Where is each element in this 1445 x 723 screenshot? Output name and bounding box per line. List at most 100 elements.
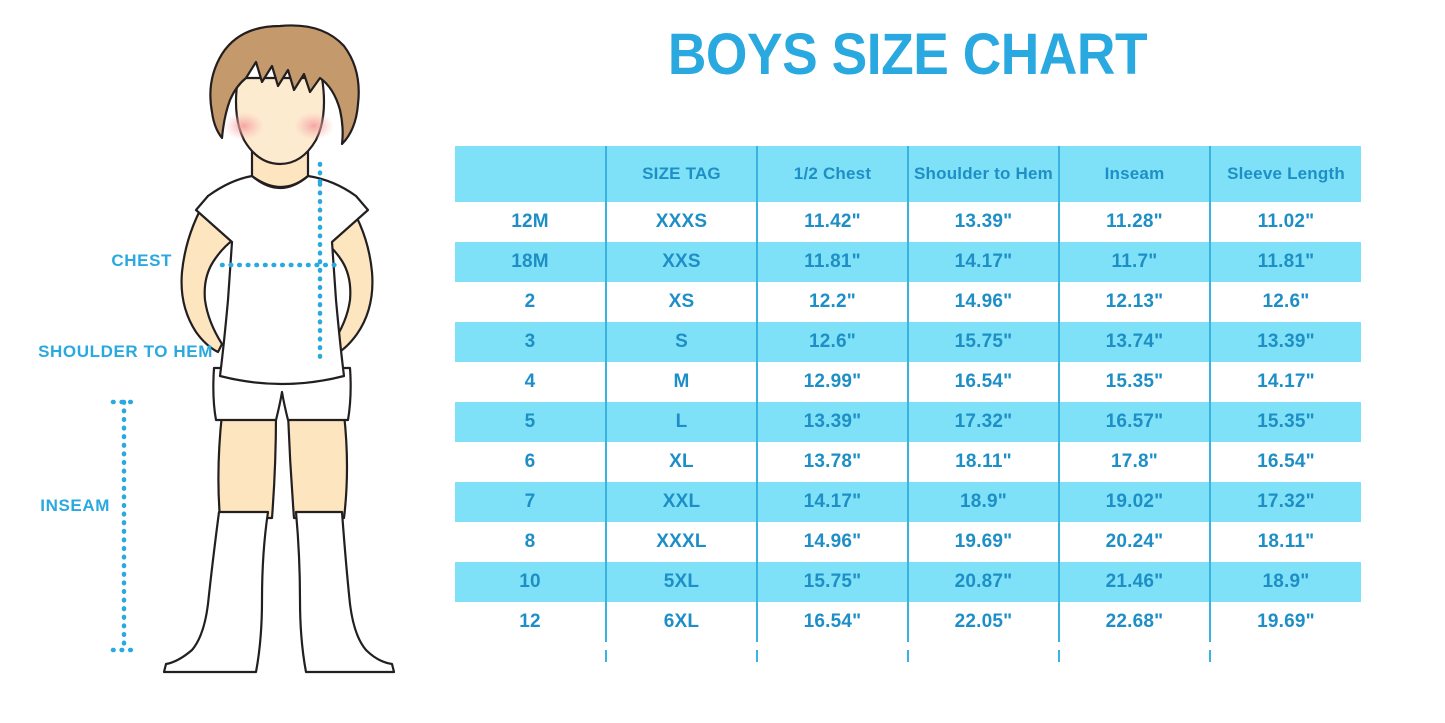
cell-value: XL — [605, 442, 757, 482]
size-chart-table-container: SIZE TAG 1/2 Chest Shoulder to Hem Inseam Sl… — [455, 146, 1361, 658]
cell-value: 11.42" — [756, 202, 908, 242]
cell-value: 18.9" — [1209, 562, 1361, 602]
cell-value: 14.17" — [1209, 362, 1361, 402]
cell-value: 17.32" — [907, 402, 1059, 442]
cell-size: 10 — [455, 562, 606, 602]
cell-value: XS — [605, 282, 757, 322]
table-column-header-5: Sleeve Length — [1209, 146, 1361, 202]
table-column-header-4: Inseam — [1058, 146, 1210, 202]
cell-value: 11.7" — [1058, 242, 1210, 282]
cell-value: XXXL — [605, 522, 757, 562]
cell-size: 12M — [455, 202, 606, 242]
divider-tail-3 — [907, 650, 909, 662]
cell-value: 16.57" — [1058, 402, 1210, 442]
cell-size: 12 — [455, 602, 606, 642]
table-row: 2 XS 12.2" 14.96" 12.13" 12.6" — [455, 282, 1361, 322]
divider-tail-1 — [605, 650, 607, 662]
cell-size: 5 — [455, 402, 606, 442]
size-chart-table: SIZE TAG 1/2 Chest Shoulder to Hem Inseam Sl… — [455, 146, 1361, 642]
table-row: 8 XXXL 14.96" 19.69" 20.24" 18.11" — [455, 522, 1361, 562]
tshirt-collar — [250, 174, 310, 189]
cell-value: XXL — [605, 482, 757, 522]
table-row: 5 L 13.39" 17.32" 16.57" 15.35" — [455, 402, 1361, 442]
cell-size: 8 — [455, 522, 606, 562]
cell-value: 12.2" — [756, 282, 908, 322]
cell-value: 12.99" — [756, 362, 908, 402]
cell-value: 13.74" — [1058, 322, 1210, 362]
cell-size: 6 — [455, 442, 606, 482]
table-row: 4 M 12.99" 16.54" 15.35" 14.17" — [455, 362, 1361, 402]
cell-size: 7 — [455, 482, 606, 522]
cell-value: 13.39" — [1209, 322, 1361, 362]
cell-size: 4 — [455, 362, 606, 402]
tshirt-shape — [194, 174, 370, 386]
cell-value: 12.6" — [756, 322, 908, 362]
cell-value: 12.6" — [1209, 282, 1361, 322]
table-row: 10 5XL 15.75" 20.87" 21.46" 18.9" — [455, 562, 1361, 602]
cell-size: 2 — [455, 282, 606, 322]
cell-value: 18.11" — [1209, 522, 1361, 562]
cell-value: 21.46" — [1058, 562, 1210, 602]
cell-value: M — [605, 362, 757, 402]
boy-figure-illustration: CHEST SHOULDER TO HEM INSEAM — [0, 0, 450, 723]
table-row: 7 XXL 14.17" 18.9" 19.02" 17.32" — [455, 482, 1361, 522]
cell-value: 18.9" — [907, 482, 1059, 522]
left-blush — [224, 112, 264, 140]
cell-value: 11.81" — [756, 242, 908, 282]
left-arm-shape — [180, 194, 235, 354]
right-sock-shape — [294, 510, 396, 674]
cell-value: XXS — [605, 242, 757, 282]
cell-value: 13.39" — [756, 402, 908, 442]
table-row: 6 XL 13.78" 18.11" 17.8" 16.54" — [455, 442, 1361, 482]
cell-value: 11.28" — [1058, 202, 1210, 242]
cell-value: 19.02" — [1058, 482, 1210, 522]
table-header: SIZE TAG 1/2 Chest Shoulder to Hem Inseam Sl… — [455, 146, 1361, 202]
cell-value: 15.75" — [907, 322, 1059, 362]
chest-label: CHEST — [111, 251, 172, 270]
table-divider-tails — [455, 650, 1361, 662]
cell-value: 12.13" — [1058, 282, 1210, 322]
inseam-label: INSEAM — [40, 496, 110, 515]
page-title: BOYS SIZE CHART — [667, 22, 1148, 87]
table-row: 12M XXXS 11.42" 13.39" 11.28" 11.02" — [455, 202, 1361, 242]
right-blush — [294, 112, 334, 140]
cell-value: 20.87" — [907, 562, 1059, 602]
cell-size: 3 — [455, 322, 606, 362]
cell-value: 15.75" — [756, 562, 908, 602]
table-column-header-2: 1/2 Chest — [756, 146, 908, 202]
cell-size: 18M — [455, 242, 606, 282]
cell-value: 22.05" — [907, 602, 1059, 642]
divider-tail-4 — [1058, 650, 1060, 662]
cell-value: 19.69" — [907, 522, 1059, 562]
table-row: 12 6XL 16.54" 22.05" 22.68" 19.69" — [455, 602, 1361, 642]
table-column-header-size — [455, 146, 606, 202]
cell-value: 14.96" — [756, 522, 908, 562]
cell-value: 14.17" — [756, 482, 908, 522]
cell-value: 22.68" — [1058, 602, 1210, 642]
cell-value: 16.54" — [1209, 442, 1361, 482]
cell-value: 19.69" — [1209, 602, 1361, 642]
cell-value: 13.78" — [756, 442, 908, 482]
cell-value: 20.24" — [1058, 522, 1210, 562]
right-thigh-shape — [286, 412, 349, 520]
divider-tail-5 — [1209, 650, 1211, 662]
table-body: 12M XXXS 11.42" 13.39" 11.28" 11.02" 18M XXS 11.… — [455, 202, 1361, 642]
cell-value: 11.02" — [1209, 202, 1361, 242]
cell-value: 5XL — [605, 562, 757, 602]
cell-value: 18.11" — [907, 442, 1059, 482]
hair-shape — [209, 24, 360, 146]
cell-value: L — [605, 402, 757, 442]
cell-value: 17.32" — [1209, 482, 1361, 522]
table-column-header-3: Shoulder to Hem — [907, 146, 1059, 202]
divider-tail-2 — [756, 650, 758, 662]
left-sock-shape — [162, 510, 270, 674]
cell-value: 13.39" — [907, 202, 1059, 242]
cell-value: 16.54" — [907, 362, 1059, 402]
cell-value: 14.96" — [907, 282, 1059, 322]
table-row: 3 S 12.6" 15.75" 13.74" 13.39" — [455, 322, 1361, 362]
cell-value: XXXS — [605, 202, 757, 242]
shoulder-to-hem-label: SHOULDER TO HEM — [38, 342, 213, 361]
table-column-header-1: SIZE TAG — [605, 146, 757, 202]
cell-value: 11.81" — [1209, 242, 1361, 282]
